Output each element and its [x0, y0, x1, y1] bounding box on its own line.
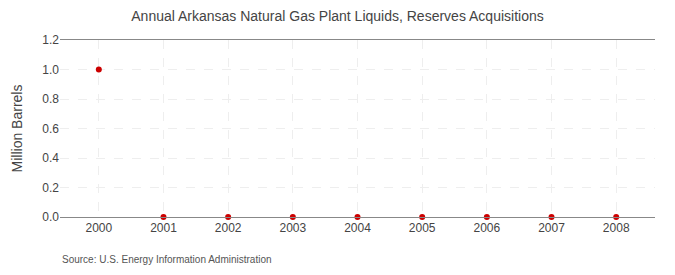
svg-text:0.4: 0.4 — [42, 151, 59, 165]
svg-text:1.2: 1.2 — [42, 33, 59, 47]
svg-text:2000: 2000 — [85, 221, 112, 235]
svg-text:2005: 2005 — [409, 221, 436, 235]
svg-text:0.8: 0.8 — [42, 92, 59, 106]
svg-text:0.0: 0.0 — [42, 210, 59, 224]
svg-text:2002: 2002 — [215, 221, 242, 235]
svg-text:0.2: 0.2 — [42, 181, 59, 195]
svg-text:2004: 2004 — [344, 221, 371, 235]
svg-text:Annual Arkansas Natural Gas Pl: Annual Arkansas Natural Gas Plant Liquid… — [131, 8, 543, 24]
svg-text:2008: 2008 — [603, 221, 630, 235]
svg-text:0.6: 0.6 — [42, 122, 59, 136]
svg-text:Source: U.S. Energy Informatio: Source: U.S. Energy Information Administ… — [62, 254, 272, 265]
svg-text:1.0: 1.0 — [42, 63, 59, 77]
svg-text:2001: 2001 — [150, 221, 177, 235]
svg-text:Million Barrels: Million Barrels — [9, 85, 25, 173]
svg-text:2007: 2007 — [538, 221, 565, 235]
svg-text:2006: 2006 — [473, 221, 500, 235]
svg-text:2003: 2003 — [279, 221, 306, 235]
